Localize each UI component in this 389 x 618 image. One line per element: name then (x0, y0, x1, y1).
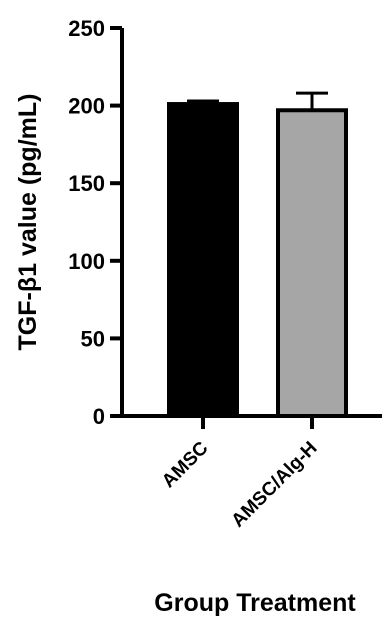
bar (167, 102, 239, 418)
x-axis-title: Group Treatment (154, 589, 356, 617)
y-tick-label: 250 (68, 16, 105, 41)
y-tick-label: 100 (68, 249, 105, 274)
y-tick-label: 0 (93, 404, 105, 429)
y-tick-label: 50 (81, 326, 105, 351)
y-tick-label: 150 (68, 171, 105, 196)
x-tick-label: AMSC/Alg-H (228, 438, 322, 532)
bar (276, 108, 348, 418)
y-axis-title: TGF-β1 value (pg/mL) (14, 94, 42, 351)
y-tick-label: 200 (68, 94, 105, 119)
x-tick-label: AMSC (158, 437, 213, 492)
